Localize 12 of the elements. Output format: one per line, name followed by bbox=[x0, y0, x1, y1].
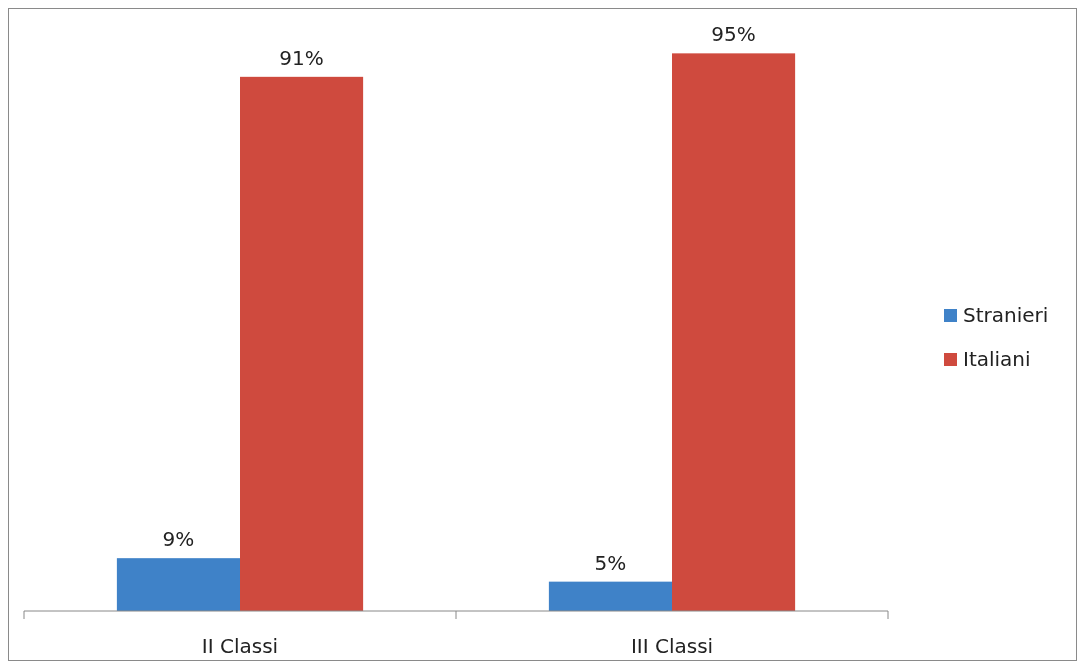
legend-label: Stranieri bbox=[963, 303, 1049, 327]
bar bbox=[548, 581, 672, 611]
data-label: 95% bbox=[711, 22, 756, 47]
bar bbox=[672, 53, 796, 611]
bar bbox=[240, 76, 364, 611]
legend-label: Italiani bbox=[963, 347, 1031, 371]
data-label: 9% bbox=[162, 527, 195, 552]
data-label: 5% bbox=[594, 550, 627, 575]
data-label: 91% bbox=[279, 45, 324, 70]
x-tick-label: III Classi bbox=[630, 634, 714, 658]
bar bbox=[116, 558, 240, 611]
x-tick-label: II Classi bbox=[201, 634, 279, 658]
